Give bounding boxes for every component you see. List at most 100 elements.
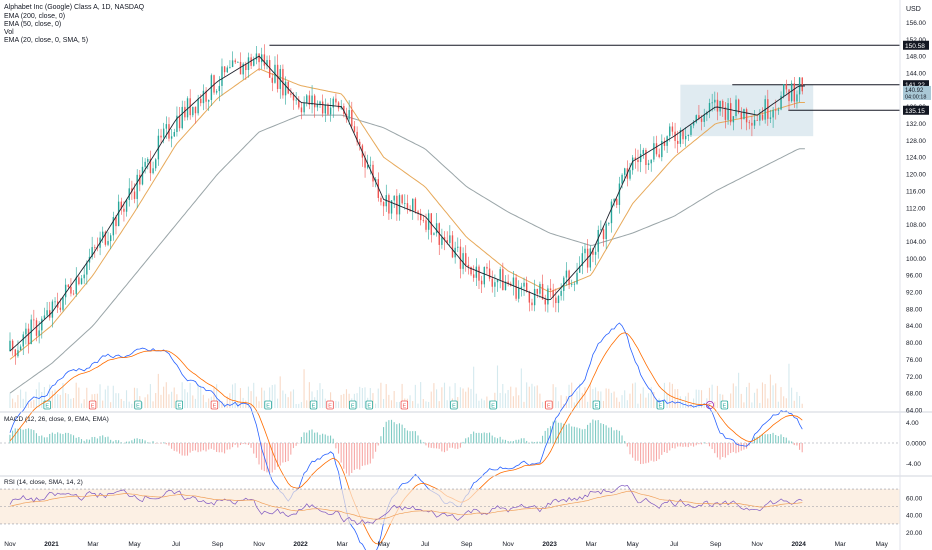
volume-bar [189, 382, 191, 408]
indicator-ema200-label[interactable]: EMA (200, close, 0) [4, 13, 65, 20]
candle-body [67, 284, 69, 288]
macd-histogram-bar [12, 430, 14, 444]
candle-body [133, 191, 136, 199]
macd-histogram-bar [560, 422, 562, 444]
indicator-ema20-label[interactable]: EMA (20, close, 0, SMA, 5) [4, 37, 88, 44]
candle-body [531, 302, 533, 306]
y-tick-label: 88.00 [906, 306, 923, 313]
volume-bar [359, 386, 361, 408]
macd-histogram-bar [767, 434, 769, 444]
volume-bar [221, 401, 223, 408]
volume-bar [141, 402, 143, 408]
candle-body [478, 266, 480, 281]
macd-histogram-bar [703, 442, 705, 444]
macd-histogram-bar [277, 443, 279, 467]
macd-histogram-bar [775, 434, 777, 444]
candle-body [753, 119, 756, 126]
volume-bar [102, 400, 104, 408]
volume-bar [560, 395, 562, 408]
candle-body [756, 119, 758, 121]
macd-histogram-bar [454, 443, 456, 449]
macd-histogram-bar [149, 442, 151, 444]
volume-bar [133, 387, 136, 408]
macd-histogram-bar [714, 443, 716, 454]
volume-bar [775, 383, 777, 408]
candle-body [525, 282, 528, 292]
candle-body [242, 63, 244, 75]
macd-histogram-bar [155, 443, 157, 444]
macd-histogram-bar [96, 438, 98, 444]
macd-histogram-bar [224, 443, 226, 454]
volume-bar [557, 401, 559, 408]
macd-histogram-bar [669, 443, 671, 451]
macd-histogram-bar [624, 440, 626, 444]
candle-body [700, 118, 703, 122]
candle-body [86, 262, 88, 275]
candle-body [417, 211, 419, 214]
macd-histogram-bar [9, 434, 11, 444]
volume-bar [414, 384, 416, 408]
indicator-volume-label[interactable]: Vol [4, 29, 14, 36]
candle-body [231, 60, 234, 68]
macd-pane[interactable] [0, 322, 900, 550]
volume-bar [496, 365, 499, 408]
volume-bar [751, 402, 753, 408]
macd-histogram-bar [388, 420, 390, 444]
volume-bar [420, 382, 422, 408]
volume-bar [581, 392, 583, 408]
macd-histogram-bar [589, 422, 591, 444]
candle-body [751, 122, 753, 126]
volume-bar [613, 391, 615, 408]
macd-histogram-bar [41, 435, 43, 444]
volume-bar [624, 390, 626, 408]
volume-bar [772, 385, 774, 408]
volume-bar [54, 389, 56, 408]
candle-body [94, 247, 96, 248]
candle-body [459, 246, 462, 269]
macd-histogram-bar [25, 428, 27, 444]
labels: Alphabet Inc (Google) Class A, 1D, NASDA… [4, 4, 921, 486]
volume-bar [290, 391, 292, 408]
macd-histogram-bar [698, 443, 700, 445]
macd-histogram-bar [534, 442, 536, 444]
macd-histogram-bar [502, 439, 504, 444]
candle-body [711, 102, 713, 104]
candle-body [772, 109, 774, 118]
macd-histogram-bar [743, 443, 745, 450]
volume-bar [507, 389, 509, 408]
macd-label[interactable]: MACD (12, 26, close, 9, EMA, EMA) [4, 416, 109, 423]
macd-histogram-bar [518, 439, 520, 444]
volume-bar [589, 383, 591, 408]
volume-bar [693, 398, 695, 408]
last-price-label: 140.92 [905, 88, 924, 94]
macd-histogram-bar [740, 443, 742, 451]
rsi-label[interactable]: RSI (14, close, SMA, 14, 2) [4, 479, 83, 486]
macd-histogram-bar [261, 443, 263, 470]
x-tick-label: Nov [502, 541, 514, 548]
candle-body [690, 125, 692, 135]
macd-histogram-bar [107, 436, 109, 444]
macd-histogram-bar [176, 443, 178, 452]
volume-bar [502, 383, 504, 408]
candle-body [162, 128, 165, 138]
indicator-ema50-label[interactable]: EMA (50, close, 0) [4, 21, 61, 28]
volume-bar [584, 387, 586, 408]
candle-body [70, 287, 72, 294]
macd-histogram-bar [377, 443, 379, 446]
macd-histogram-bar [163, 442, 165, 444]
macd-histogram-bar [390, 419, 393, 444]
volume-bar [430, 391, 432, 408]
candle-body [128, 188, 130, 201]
candle-body [372, 164, 374, 182]
macd-histogram-bar [152, 441, 154, 444]
y-tick-label: 132.00 [906, 121, 926, 128]
candle-body [518, 288, 520, 299]
candle-body [324, 104, 327, 114]
candle-body [486, 266, 488, 269]
rsi-pane[interactable] [0, 484, 900, 526]
candle-body [674, 131, 676, 141]
level-tag-low-bg [903, 105, 929, 115]
volume-bar [539, 393, 541, 408]
